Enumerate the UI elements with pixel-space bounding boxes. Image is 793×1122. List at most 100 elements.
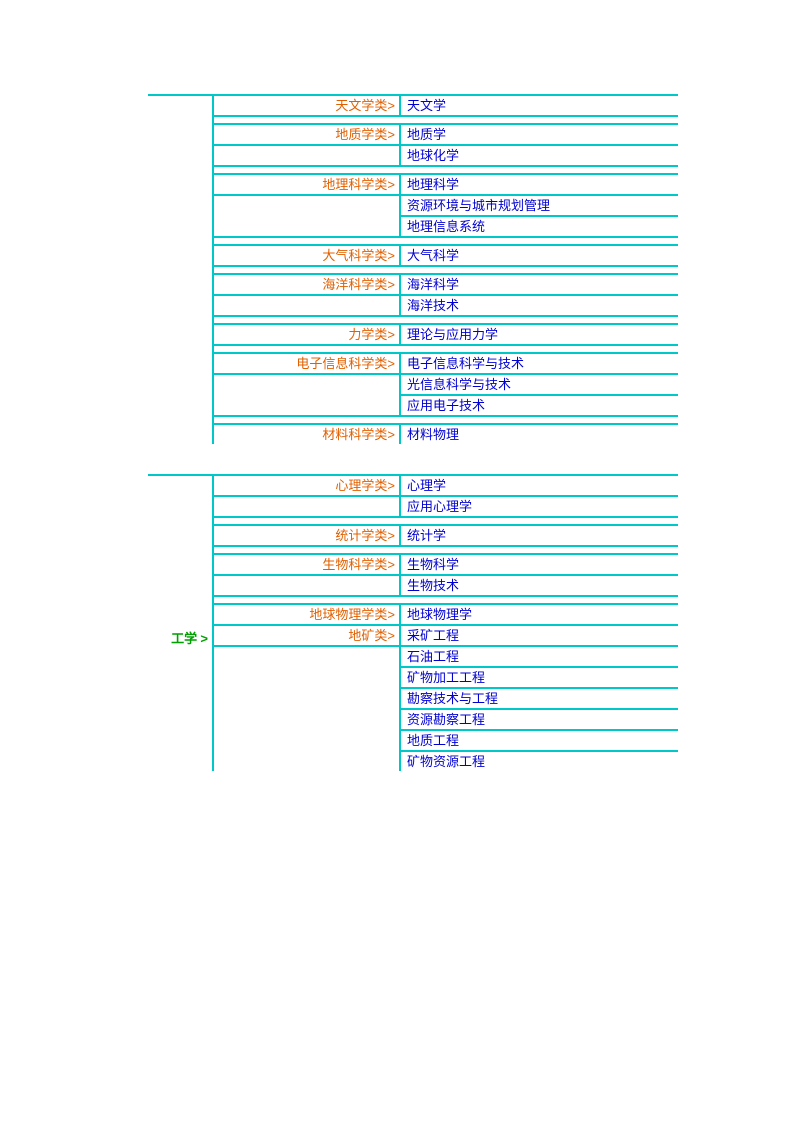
chevron-right-icon: >: [387, 177, 395, 192]
row-gap: [214, 597, 399, 605]
row-gap: [214, 267, 399, 275]
category-filler: [214, 497, 399, 518]
row-gap: [399, 597, 678, 605]
category-cell: 地球物理学类>: [214, 597, 399, 626]
discipline-cell: [148, 167, 214, 238]
category-group: 统计学类>统计学: [148, 518, 678, 547]
item-row: 地质学: [399, 125, 678, 146]
row-gap: [399, 317, 678, 325]
item-row: 电子信息科学与技术: [399, 354, 678, 375]
chevron-right-icon: >: [387, 327, 395, 342]
row-gap: [214, 417, 399, 425]
category-cell: 生物科学类>: [214, 547, 399, 597]
chevron-right-icon: >: [387, 127, 395, 142]
table-block: 心理学类>心理学应用心理学统计学类>统计学生物科学类>生物科学生物技术地球物理学…: [148, 474, 678, 771]
chevron-right-icon: >: [200, 631, 208, 646]
category-cell: 材料科学类>: [214, 417, 399, 444]
items-cell: 地质学地球化学: [399, 117, 678, 167]
discipline-cell: [148, 518, 214, 547]
category-label: 心理学类>: [214, 476, 399, 497]
category-label: 生物科学类>: [214, 555, 399, 576]
category-group: 生物科学类>生物科学生物技术: [148, 547, 678, 597]
item-row: 地质工程: [399, 731, 678, 752]
category-cell: 地理科学类>: [214, 167, 399, 238]
item-row: 资源环境与城市规划管理: [399, 196, 678, 217]
category-label: 电子信息科学类>: [214, 354, 399, 375]
row-gap: [399, 167, 678, 175]
item-row: 海洋科学: [399, 275, 678, 296]
chevron-right-icon: >: [387, 277, 395, 292]
category-label: 天文学类>: [214, 96, 399, 117]
category-label: 地质学类>: [214, 125, 399, 146]
category-group: 海洋科学类>海洋科学海洋技术: [148, 267, 678, 317]
item-row: 地球化学: [399, 146, 678, 167]
category-filler: [214, 196, 399, 238]
item-row: 材料物理: [399, 425, 678, 444]
discipline-cell: [148, 238, 214, 267]
category-group: 天文学类>天文学: [148, 96, 678, 117]
row-gap: [214, 518, 399, 526]
item-row: 应用心理学: [399, 497, 678, 518]
discipline-cell: [148, 267, 214, 317]
items-cell: 理论与应用力学: [399, 317, 678, 346]
row-gap: [399, 267, 678, 275]
category-label: 大气科学类>: [214, 246, 399, 267]
item-row: 光信息科学与技术: [399, 375, 678, 396]
row-gap: [214, 238, 399, 246]
row-gap: [399, 417, 678, 425]
item-row: 统计学: [399, 526, 678, 547]
category-cell: 天文学类>: [214, 96, 399, 117]
category-group: 地理科学类>地理科学资源环境与城市规划管理地理信息系统: [148, 167, 678, 238]
row-gap: [399, 117, 678, 125]
item-row: 大气科学: [399, 246, 678, 267]
item-row: 采矿工程: [399, 626, 678, 647]
row-gap: [399, 547, 678, 555]
item-row: 资源勘察工程: [399, 710, 678, 731]
items-cell: 心理学应用心理学: [399, 476, 678, 518]
row-gap: [214, 547, 399, 555]
chevron-right-icon: >: [387, 557, 395, 572]
row-gap: [214, 317, 399, 325]
row-gap: [399, 238, 678, 246]
category-filler: [214, 375, 399, 417]
category-group: 地球物理学类>地球物理学: [148, 597, 678, 626]
category-cell: 大气科学类>: [214, 238, 399, 267]
items-cell: 生物科学生物技术: [399, 547, 678, 597]
item-row: 勘察技术与工程: [399, 689, 678, 710]
category-label: 地理科学类>: [214, 175, 399, 196]
row-gap: [214, 167, 399, 175]
discipline-label: 工学: [171, 631, 200, 646]
items-cell: 大气科学: [399, 238, 678, 267]
chevron-right-icon: >: [387, 478, 395, 493]
row-gap: [399, 346, 678, 354]
item-row: 生物科学: [399, 555, 678, 576]
discipline-cell: [148, 117, 214, 167]
item-row: 心理学: [399, 476, 678, 497]
discipline-cell: [148, 96, 214, 117]
category-cell: 电子信息科学类>: [214, 346, 399, 417]
category-group: 心理学类>心理学应用心理学: [148, 476, 678, 518]
discipline-cell: [148, 597, 214, 626]
chevron-right-icon: >: [387, 356, 395, 371]
item-row: 地理科学: [399, 175, 678, 196]
discipline-cell: [148, 317, 214, 346]
item-row: 生物技术: [399, 576, 678, 597]
category-group: 工学 >地矿类>采矿工程石油工程矿物加工工程勘察技术与工程资源勘察工程地质工程矿…: [148, 626, 678, 771]
category-cell: 海洋科学类>: [214, 267, 399, 317]
chevron-right-icon: >: [387, 248, 395, 263]
items-cell: 采矿工程石油工程矿物加工工程勘察技术与工程资源勘察工程地质工程矿物资源工程: [399, 626, 678, 771]
chevron-right-icon: >: [387, 628, 395, 643]
discipline-cell: [148, 417, 214, 444]
discipline-cell: [148, 476, 214, 518]
row-gap: [214, 346, 399, 354]
category-group: 材料科学类>材料物理: [148, 417, 678, 444]
chevron-right-icon: >: [387, 427, 395, 442]
item-row: 理论与应用力学: [399, 325, 678, 346]
category-label: 材料科学类>: [214, 425, 399, 444]
item-row: 矿物资源工程: [399, 752, 678, 771]
item-row: 地理信息系统: [399, 217, 678, 238]
category-group: 电子信息科学类>电子信息科学与技术光信息科学与技术应用电子技术: [148, 346, 678, 417]
category-label: 统计学类>: [214, 526, 399, 547]
category-group: 力学类>理论与应用力学: [148, 317, 678, 346]
item-row: 矿物加工工程: [399, 668, 678, 689]
